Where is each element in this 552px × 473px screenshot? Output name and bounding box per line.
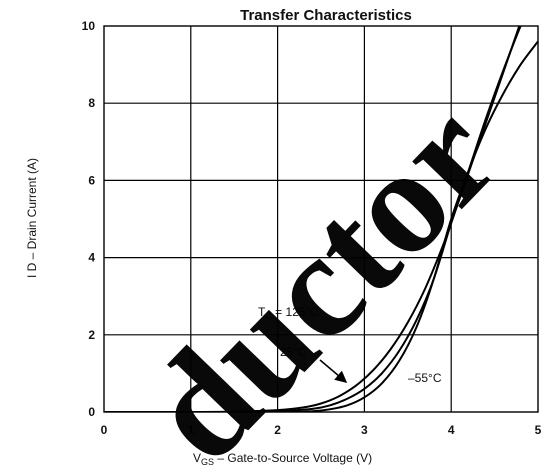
annotation-minus55c: –55°C xyxy=(408,371,442,385)
x-tick-label: 0 xyxy=(101,423,108,437)
y-tick-label: 4 xyxy=(88,251,95,265)
x-axis-label: VGS – Gate-to-Source Voltage (V) xyxy=(193,451,372,467)
annotation-25c-arrow xyxy=(319,359,348,383)
chart-title: Transfer Characteristics xyxy=(240,7,412,24)
x-tick-label: 1 xyxy=(187,423,194,437)
y-tick-label: 6 xyxy=(88,173,95,187)
series-minus55c-curve xyxy=(104,40,538,412)
annotation-125c-sub: C xyxy=(265,311,272,321)
curves xyxy=(104,26,538,412)
x-tick-label: 4 xyxy=(448,423,455,437)
x-axis-label-sub: GS xyxy=(201,457,214,467)
annotation-125c: TC = 125°C xyxy=(258,305,319,321)
series-125c-curve xyxy=(104,26,521,412)
plot-frame xyxy=(103,25,539,413)
annotation-125c-rest: = 125°C xyxy=(272,305,319,319)
y-tick-label: 0 xyxy=(88,405,95,419)
annotation-125c-main: T xyxy=(258,305,266,319)
y-tick-label: 2 xyxy=(88,328,95,342)
y-tick-label: 8 xyxy=(88,96,95,110)
y-axis-label: I D – Drain Current (A) xyxy=(25,158,39,278)
x-tick-label: 3 xyxy=(361,423,368,437)
x-axis-label-rest: – Gate-to-Source Voltage (V) xyxy=(214,451,372,465)
y-tick-label: 10 xyxy=(82,19,96,33)
annotation-25c: 25°C xyxy=(280,345,307,359)
series-25c-curve xyxy=(104,26,522,412)
x-tick-label: 5 xyxy=(535,423,542,437)
watermark-text: ductor xyxy=(114,72,529,473)
x-axis-label-main: V xyxy=(193,451,201,465)
watermark: ductor xyxy=(114,72,529,473)
tick-labels: 0 1 2 3 4 5 0 2 4 6 8 10 xyxy=(82,19,542,437)
x-tick-label: 2 xyxy=(274,423,281,437)
grid xyxy=(104,26,538,412)
